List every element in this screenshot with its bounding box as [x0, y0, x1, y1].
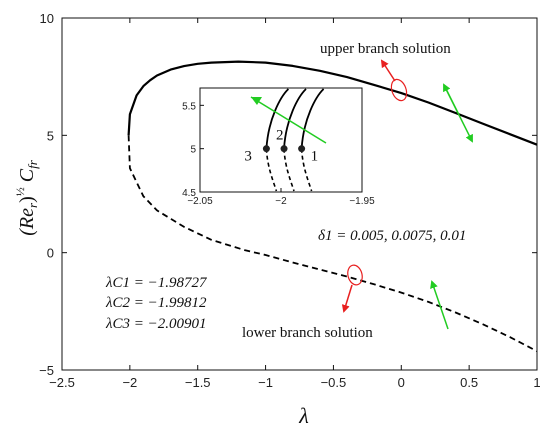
inset-upper-curve [283, 88, 307, 149]
delta-label: δ1 = 0.005, 0.0075, 0.01 [318, 228, 466, 244]
critical-point [262, 145, 270, 153]
lambda-c1-label: λC1 = −1.98727 [105, 275, 208, 291]
y-tick-label: −5 [39, 363, 54, 378]
x-axis-label-text: λ [298, 403, 309, 428]
plot-area [127, 60, 538, 352]
x-tick-label: 0.5 [460, 375, 478, 390]
inset-green-arrowhead [251, 97, 262, 105]
inset: −2.05 −2 −1.95 5.5 5 4.5 1 2 3 [182, 87, 375, 207]
lambda-c3-label: λC3 = −2.00901 [105, 316, 207, 332]
inset-frame [199, 87, 363, 193]
critical-point-label: 3 [244, 149, 252, 165]
inset-upper-curve [300, 88, 325, 149]
x-axis-label: λ [298, 403, 309, 428]
upper-green-arrow-up [443, 83, 459, 114]
lower-ellipse [347, 264, 363, 286]
y-tick-label: 0 [47, 246, 54, 261]
inset-x-tick-label: −2 [275, 196, 287, 207]
inset-y-tick-label: 5 [190, 145, 196, 156]
critical-point [298, 145, 306, 153]
x-tick-label: −1 [258, 375, 273, 390]
x-tick-label: 1 [533, 375, 540, 390]
inset-upper-curve [265, 88, 290, 149]
inset-lower-curve [265, 148, 278, 192]
inset-green-line [250, 96, 327, 144]
y-tick-label: 10 [40, 11, 54, 26]
x-tick-label: −1.5 [185, 375, 211, 390]
upper-ellipse [390, 78, 408, 102]
x-tick-label: 0 [398, 375, 405, 390]
lower-ellipse-marker [341, 264, 363, 313]
lower-branch-line [127, 135, 538, 352]
y-tick-label: 5 [47, 128, 54, 143]
x-tick-label: −0.5 [321, 375, 347, 390]
axes: −2.5 −2 −1.5 −1 −0.5 0 0.5 1 10 5 0 −5 [39, 11, 540, 390]
lower-green-arrow-group [430, 280, 449, 330]
upper-red-arrow [380, 59, 396, 82]
upper-branch-label: upper branch solution [320, 41, 451, 57]
y-axis-label-text: (Rer)½ Cfr [13, 159, 40, 235]
upper-ellipse-marker [380, 59, 408, 102]
upper-branch-line [127, 60, 538, 146]
axes-frame [61, 17, 538, 371]
lower-branch-label: lower branch solution [242, 325, 373, 341]
lambda-c2-label: λC2 = −1.99812 [105, 295, 207, 311]
inset-y-tick-label: 4.5 [182, 188, 196, 199]
critical-point [280, 145, 288, 153]
x-tick-label: −2 [122, 375, 137, 390]
x-tick-label: −2.5 [49, 375, 75, 390]
inset-x-tick-label: −2.05 [187, 196, 213, 207]
critical-point-label: 2 [276, 128, 284, 144]
critical-point-label: 1 [311, 149, 319, 165]
inset-lower-curve [283, 148, 295, 192]
upper-green-arrow-group [443, 83, 473, 143]
inset-y-tick-label: 5.5 [182, 101, 196, 112]
inset-content: −2.05 −2 −1.95 5.5 5 4.5 1 2 3 [182, 88, 375, 207]
inset-lower-curve [300, 148, 313, 192]
lower-green-arrow [430, 280, 449, 330]
inset-x-tick-label: −1.95 [349, 196, 375, 207]
lower-red-arrow [341, 284, 353, 313]
y-axis-label: (Rer)½ Cfr [13, 159, 40, 235]
